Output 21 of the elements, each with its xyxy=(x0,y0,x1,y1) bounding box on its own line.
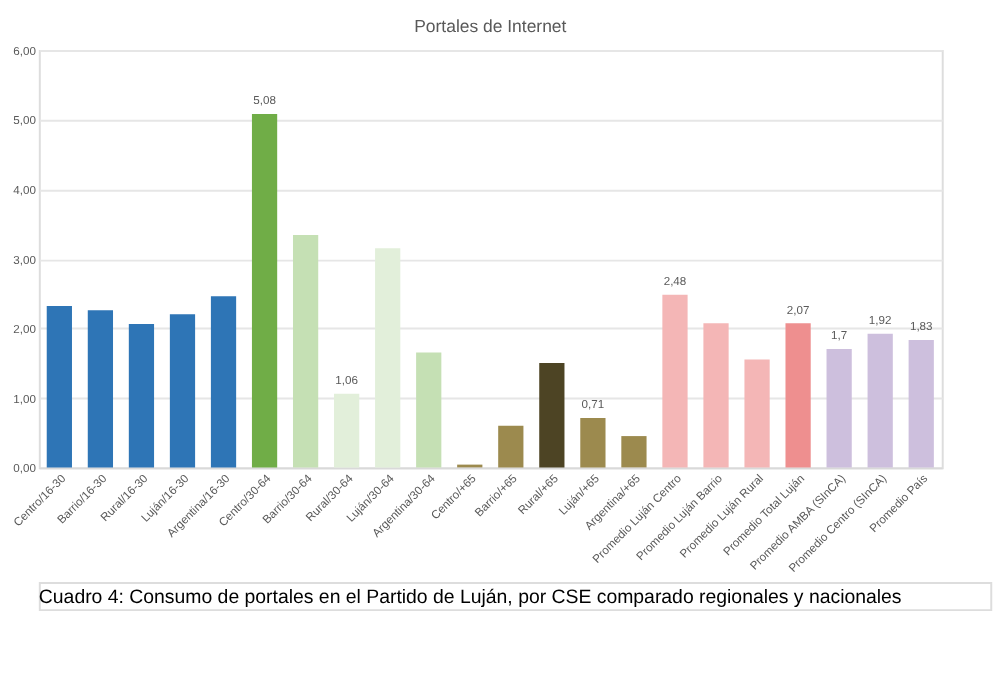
text: Cuadro 4: Consumo de portales en el Partido de Luján, por CSE comparado regionales y nacionales xyxy=(38,587,902,610)
bar xyxy=(539,363,565,468)
bar xyxy=(169,314,196,468)
bar xyxy=(744,359,770,468)
bar xyxy=(703,323,729,468)
bar xyxy=(46,305,72,468)
bar xyxy=(662,294,688,468)
bar xyxy=(251,113,278,468)
bar xyxy=(292,235,319,468)
bar xyxy=(580,418,606,468)
bar xyxy=(908,340,934,468)
bar xyxy=(87,310,114,468)
bar xyxy=(210,296,237,468)
bar xyxy=(416,352,442,468)
bar xyxy=(498,425,524,468)
chart-title: Portales de Internet xyxy=(414,16,568,37)
bar xyxy=(621,436,647,468)
bar xyxy=(785,323,811,468)
bar xyxy=(826,349,852,468)
bar xyxy=(128,324,155,468)
bar xyxy=(867,333,893,468)
